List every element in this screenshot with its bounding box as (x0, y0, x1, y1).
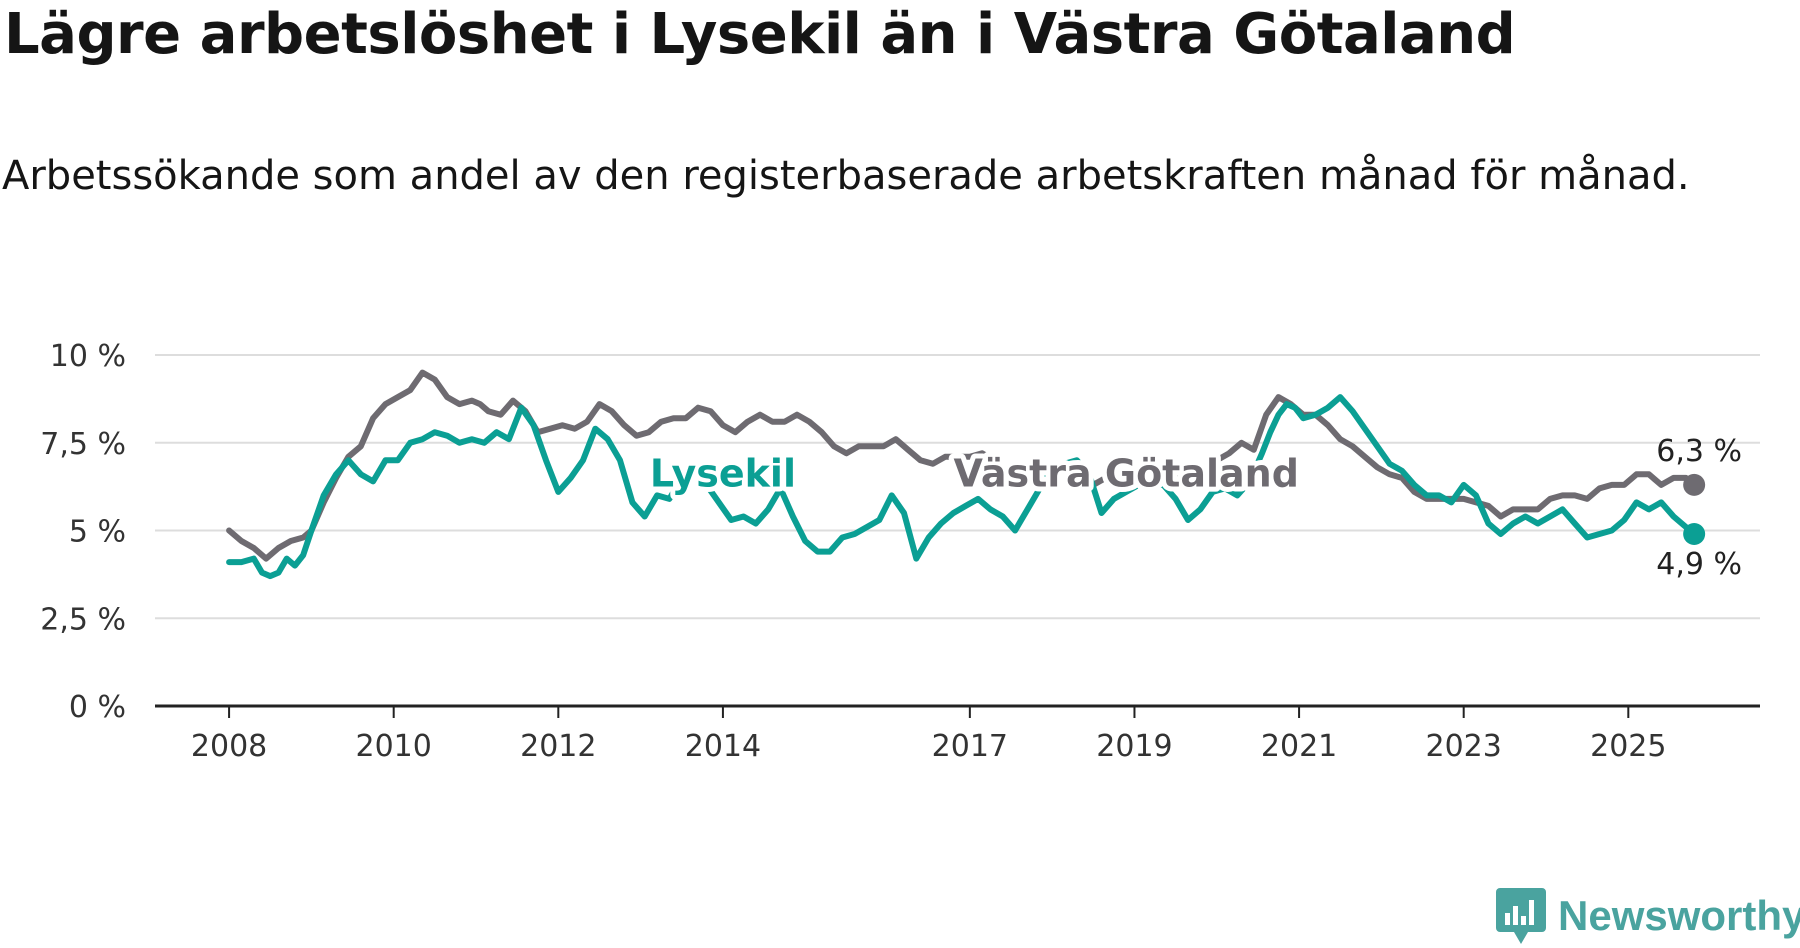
x-tick-label: 2019 (1096, 729, 1172, 764)
end-marker-vastra-gotaland (1683, 473, 1706, 496)
end-marker-lysekil (1683, 523, 1706, 546)
series-line-lysekil (226, 394, 1698, 580)
x-tick-label: 2008 (191, 729, 267, 764)
y-tick-label: 5 % (69, 515, 126, 550)
x-tick-label: 2023 (1426, 729, 1502, 764)
y-tick-label: 10 % (50, 339, 126, 374)
y-tick-label: 2,5 % (40, 602, 126, 637)
y-tick-label: 0 % (69, 690, 126, 725)
end-value-label-lysekil: 4,9 % (1656, 547, 1742, 582)
x-tick-label: 2025 (1590, 729, 1666, 764)
x-tick-label: 2021 (1261, 729, 1337, 764)
series-label-lysekil: Lysekil (650, 451, 796, 495)
newsworthy-logo-icon (1496, 888, 1546, 944)
y-tick-label: 7,5 % (40, 427, 126, 462)
x-tick-label: 2014 (685, 729, 761, 764)
series-label-vastra-gotaland: Västra Götaland (954, 451, 1299, 495)
x-tick-label: 2017 (932, 729, 1008, 764)
brand-name: Newsworthy (1558, 892, 1800, 939)
chart-subtitle: Arbetssökande som andel av den registerb… (2, 153, 1690, 199)
end-value-label-vastra-gotaland: 6,3 % (1656, 434, 1742, 469)
newsworthy-logo: Newsworthy (1496, 888, 1800, 944)
x-tick-label: 2010 (356, 729, 432, 764)
chart-title: Lägre arbetslöshet i Lysekil än i Västra… (4, 2, 1516, 67)
x-tick-label: 2012 (520, 729, 596, 764)
